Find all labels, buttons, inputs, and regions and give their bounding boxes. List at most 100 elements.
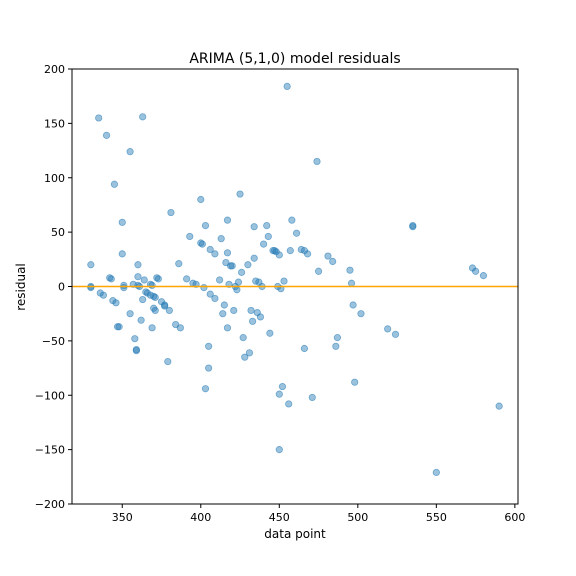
x-tick-label: 550 <box>426 511 447 524</box>
data-point <box>126 148 134 156</box>
data-point <box>99 291 108 299</box>
y-axis-label: residual <box>14 263 28 311</box>
data-point <box>495 402 503 410</box>
data-point <box>140 276 148 284</box>
data-point <box>280 277 288 285</box>
data-point <box>126 310 134 318</box>
data-point <box>332 342 340 350</box>
data-point <box>175 260 183 268</box>
data-point <box>349 301 357 309</box>
y-tick-label: 150 <box>44 117 65 130</box>
data-point <box>205 342 213 350</box>
data-point <box>134 261 142 269</box>
data-point <box>118 250 126 258</box>
data-point <box>107 275 115 283</box>
data-point <box>264 232 272 241</box>
data-point <box>346 266 354 274</box>
data-point <box>115 323 123 331</box>
data-point <box>351 378 359 386</box>
y-axis-ticks: −200 −150 −100 −50 0 50 100 150 200 <box>35 63 72 511</box>
data-point <box>228 262 236 270</box>
data-point <box>329 257 337 266</box>
data-point <box>137 316 145 324</box>
data-point <box>245 349 254 357</box>
data-point <box>223 216 232 224</box>
data-point <box>211 250 219 258</box>
data-point <box>211 294 219 303</box>
plot-area-frame <box>71 68 519 505</box>
data-point <box>110 180 119 188</box>
data-point <box>250 223 258 231</box>
data-point <box>112 299 120 307</box>
data-point <box>183 275 191 283</box>
data-point <box>186 232 194 241</box>
x-tick-label: 350 <box>112 511 133 524</box>
data-point <box>151 306 159 315</box>
data-point <box>176 324 184 332</box>
y-tick-label: −200 <box>35 498 65 511</box>
data-point <box>151 293 159 301</box>
data-point <box>219 310 227 318</box>
data-point <box>148 281 156 290</box>
y-tick-label: −50 <box>42 335 65 348</box>
y-tick-label: 100 <box>44 172 65 185</box>
data-point <box>198 240 206 248</box>
y-tick-label: 0 <box>58 281 65 294</box>
data-point <box>249 317 257 325</box>
x-tick-label: 600 <box>504 511 525 524</box>
data-point <box>285 400 293 408</box>
data-point <box>409 223 417 231</box>
data-point <box>250 254 258 262</box>
data-point <box>259 240 268 248</box>
data-point <box>313 157 321 166</box>
data-point <box>300 344 309 353</box>
data-point <box>314 267 323 275</box>
y-tick-label: −150 <box>35 444 65 457</box>
x-tick-label: 450 <box>269 511 290 524</box>
data-point <box>87 261 95 269</box>
data-point <box>217 235 225 243</box>
y-tick-label: 200 <box>44 63 65 76</box>
data-point <box>230 306 238 315</box>
data-point <box>233 286 241 294</box>
data-point <box>206 290 214 298</box>
data-point <box>391 330 400 338</box>
data-point <box>165 306 173 315</box>
data-point <box>292 229 301 237</box>
data-point <box>384 325 392 333</box>
data-point <box>244 261 252 269</box>
data-point <box>201 385 210 393</box>
data-point <box>161 302 169 310</box>
data-point <box>118 218 126 226</box>
data-point <box>239 334 247 342</box>
data-point <box>432 468 440 477</box>
x-axis-ticks: 350 400 450 500 550 600 <box>112 504 525 524</box>
data-point <box>167 208 175 217</box>
data-point <box>275 390 283 398</box>
data-point <box>256 313 265 321</box>
data-point <box>216 276 224 284</box>
data-point <box>283 82 291 91</box>
data-point <box>308 393 316 402</box>
data-point <box>286 247 294 255</box>
data-point <box>347 279 356 287</box>
x-tick-label: 400 <box>190 511 211 524</box>
data-point <box>139 113 147 121</box>
data-point <box>220 301 228 309</box>
y-tick-label: −100 <box>35 389 65 402</box>
data-point <box>357 310 365 318</box>
data-point <box>200 283 208 292</box>
x-axis-label: data point <box>264 527 326 541</box>
data-point <box>164 357 172 366</box>
data-point <box>247 306 255 315</box>
data-point <box>134 273 142 281</box>
data-point <box>95 114 103 122</box>
data-point <box>471 267 480 275</box>
y-tick-label: 50 <box>51 226 65 239</box>
data-point <box>266 329 274 337</box>
data-point <box>87 283 95 292</box>
x-tick-label: 500 <box>347 511 368 524</box>
data-point <box>223 324 232 332</box>
data-point <box>333 334 341 342</box>
